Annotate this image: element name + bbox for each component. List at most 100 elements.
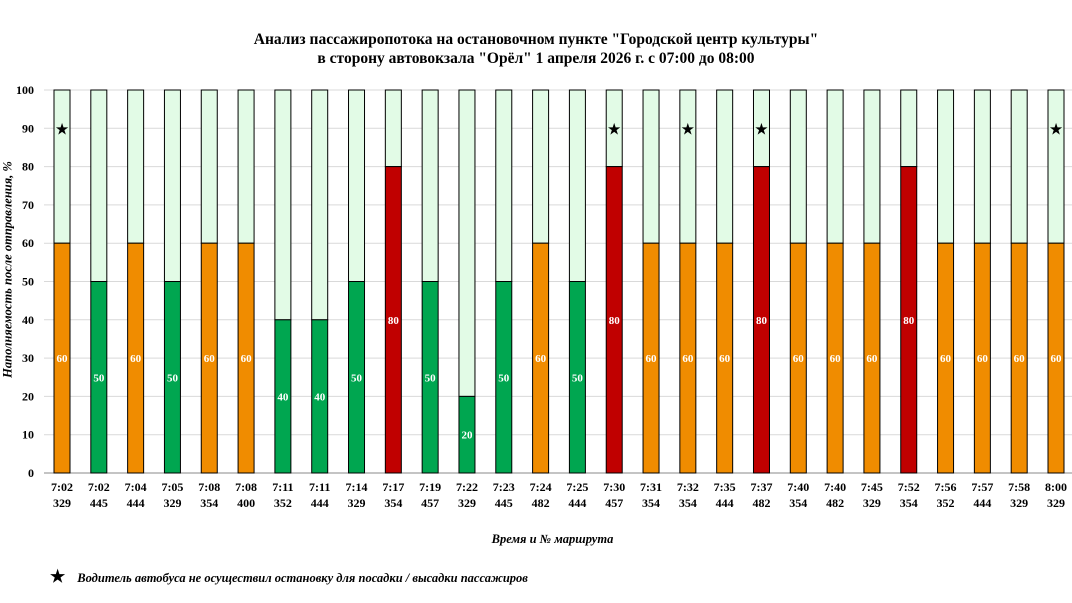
bar-value-label: 50 <box>167 372 179 384</box>
x-tick-route: 354 <box>642 496 660 510</box>
x-tick-route: 457 <box>605 496 623 510</box>
y-axis-label: Наполняемость после отправления, % <box>0 161 15 378</box>
bar-remainder <box>937 89 955 244</box>
bar <box>348 281 366 474</box>
bar <box>605 166 623 474</box>
bar <box>384 166 402 474</box>
x-tick-route: 354 <box>900 496 918 510</box>
x-tick-time: 7:25 <box>566 480 588 494</box>
bar-value-label: 60 <box>940 353 952 365</box>
star-icon: ★ <box>55 121 69 138</box>
x-tick-time: 7:30 <box>603 480 625 494</box>
x-tick-time: 7:05 <box>161 480 183 494</box>
y-tick-label: 80 <box>22 160 34 174</box>
bar-value-label: 50 <box>572 372 584 384</box>
bar <box>311 319 329 474</box>
bar <box>163 281 181 474</box>
bar-remainder <box>458 89 476 397</box>
x-tick-time: 7:17 <box>382 480 404 494</box>
star-icon: ★ <box>607 121 621 138</box>
bar-remainder <box>495 89 513 282</box>
y-tick-label: 30 <box>22 351 34 365</box>
bar-value-label: 60 <box>130 353 142 365</box>
bar-value-label: 60 <box>977 353 989 365</box>
bar <box>900 166 918 474</box>
bar-value-label: 80 <box>388 315 400 327</box>
subtitle-line: в сторону автовокзала "Орёл" 1 апреля 20… <box>317 50 755 67</box>
legend-note: ★ Водитель автобуса не осуществил останов… <box>50 567 528 587</box>
bar <box>495 281 513 474</box>
bar-remainder <box>568 89 586 282</box>
bar <box>789 242 807 474</box>
star-icon: ★ <box>50 567 66 586</box>
bar-value-label: 20 <box>461 430 473 442</box>
x-tick-time: 7:57 <box>971 480 993 494</box>
bar <box>53 242 71 474</box>
bar-remainder <box>863 89 881 244</box>
bar <box>1010 242 1028 474</box>
bar <box>1047 242 1065 474</box>
x-tick-time: 7:08 <box>235 480 257 494</box>
x-tick-time: 7:31 <box>640 480 662 494</box>
bar-value-label: 60 <box>1051 353 1063 365</box>
x-tick-time: 7:35 <box>714 480 736 494</box>
bar-value-label: 50 <box>425 372 437 384</box>
bar-remainder <box>1010 89 1028 244</box>
y-tick-label: 100 <box>16 83 34 97</box>
bar-value-label: 60 <box>241 353 253 365</box>
bar-value-label: 60 <box>830 353 842 365</box>
y-tick-label: 20 <box>22 389 34 403</box>
x-tick-time: 7:40 <box>787 480 809 494</box>
bar-remainder <box>348 89 366 282</box>
y-tick-label: 40 <box>22 313 34 327</box>
x-tick-time: 7:11 <box>272 480 293 494</box>
x-tick-time: 7:45 <box>861 480 883 494</box>
bar-value-label: 60 <box>535 353 547 365</box>
x-tick-time: 7:37 <box>750 480 772 494</box>
x-tick-time: 7:56 <box>935 480 957 494</box>
x-tick-route: 354 <box>789 496 807 510</box>
bar <box>532 242 550 474</box>
bar-value-label: 60 <box>682 353 694 365</box>
bar-remainder <box>53 89 71 244</box>
bar <box>752 166 770 474</box>
bar <box>237 242 255 474</box>
bar <box>937 242 955 474</box>
x-tick-route: 444 <box>127 496 145 510</box>
x-tick-time: 7:08 <box>198 480 220 494</box>
x-tick-route: 329 <box>163 496 181 510</box>
bar-remainder <box>789 89 807 244</box>
bar-remainder <box>1047 89 1065 244</box>
x-tick-time: 7:19 <box>419 480 441 494</box>
bar-remainder <box>973 89 991 244</box>
chart-title: Анализ пассажиропотока на остановочном п… <box>0 30 1072 68</box>
x-tick-route: 444 <box>716 496 734 510</box>
star-icon: ★ <box>681 121 695 138</box>
bar <box>716 242 734 474</box>
bar-value-label: 60 <box>793 353 805 365</box>
title-line: Анализ пассажиропотока на остановочном п… <box>253 31 819 48</box>
x-tick-route: 329 <box>863 496 881 510</box>
x-tick-route: 444 <box>973 496 991 510</box>
x-tick-route: 444 <box>568 496 586 510</box>
x-tick-route: 445 <box>495 496 513 510</box>
x-tick-route: 400 <box>237 496 255 510</box>
x-tick-route: 329 <box>458 496 476 510</box>
bar-value-label: 40 <box>314 391 326 403</box>
y-tick-label: 10 <box>22 428 34 442</box>
x-tick-route: 352 <box>274 496 292 510</box>
star-icon: ★ <box>754 121 768 138</box>
x-tick-time: 7:24 <box>530 480 552 494</box>
bar <box>568 281 586 474</box>
x-tick-route: 482 <box>532 496 550 510</box>
x-tick-time: 8:00 <box>1045 480 1067 494</box>
bar <box>826 242 844 474</box>
x-tick-route: 329 <box>1047 496 1065 510</box>
bar-value-label: 80 <box>903 315 915 327</box>
x-tick-time: 7:22 <box>456 480 478 494</box>
x-tick-route: 482 <box>752 496 770 510</box>
bar-remainder <box>163 89 181 282</box>
x-tick-time: 7:04 <box>125 480 147 494</box>
bar-value-label: 80 <box>756 315 768 327</box>
x-tick-route: 457 <box>421 496 439 510</box>
